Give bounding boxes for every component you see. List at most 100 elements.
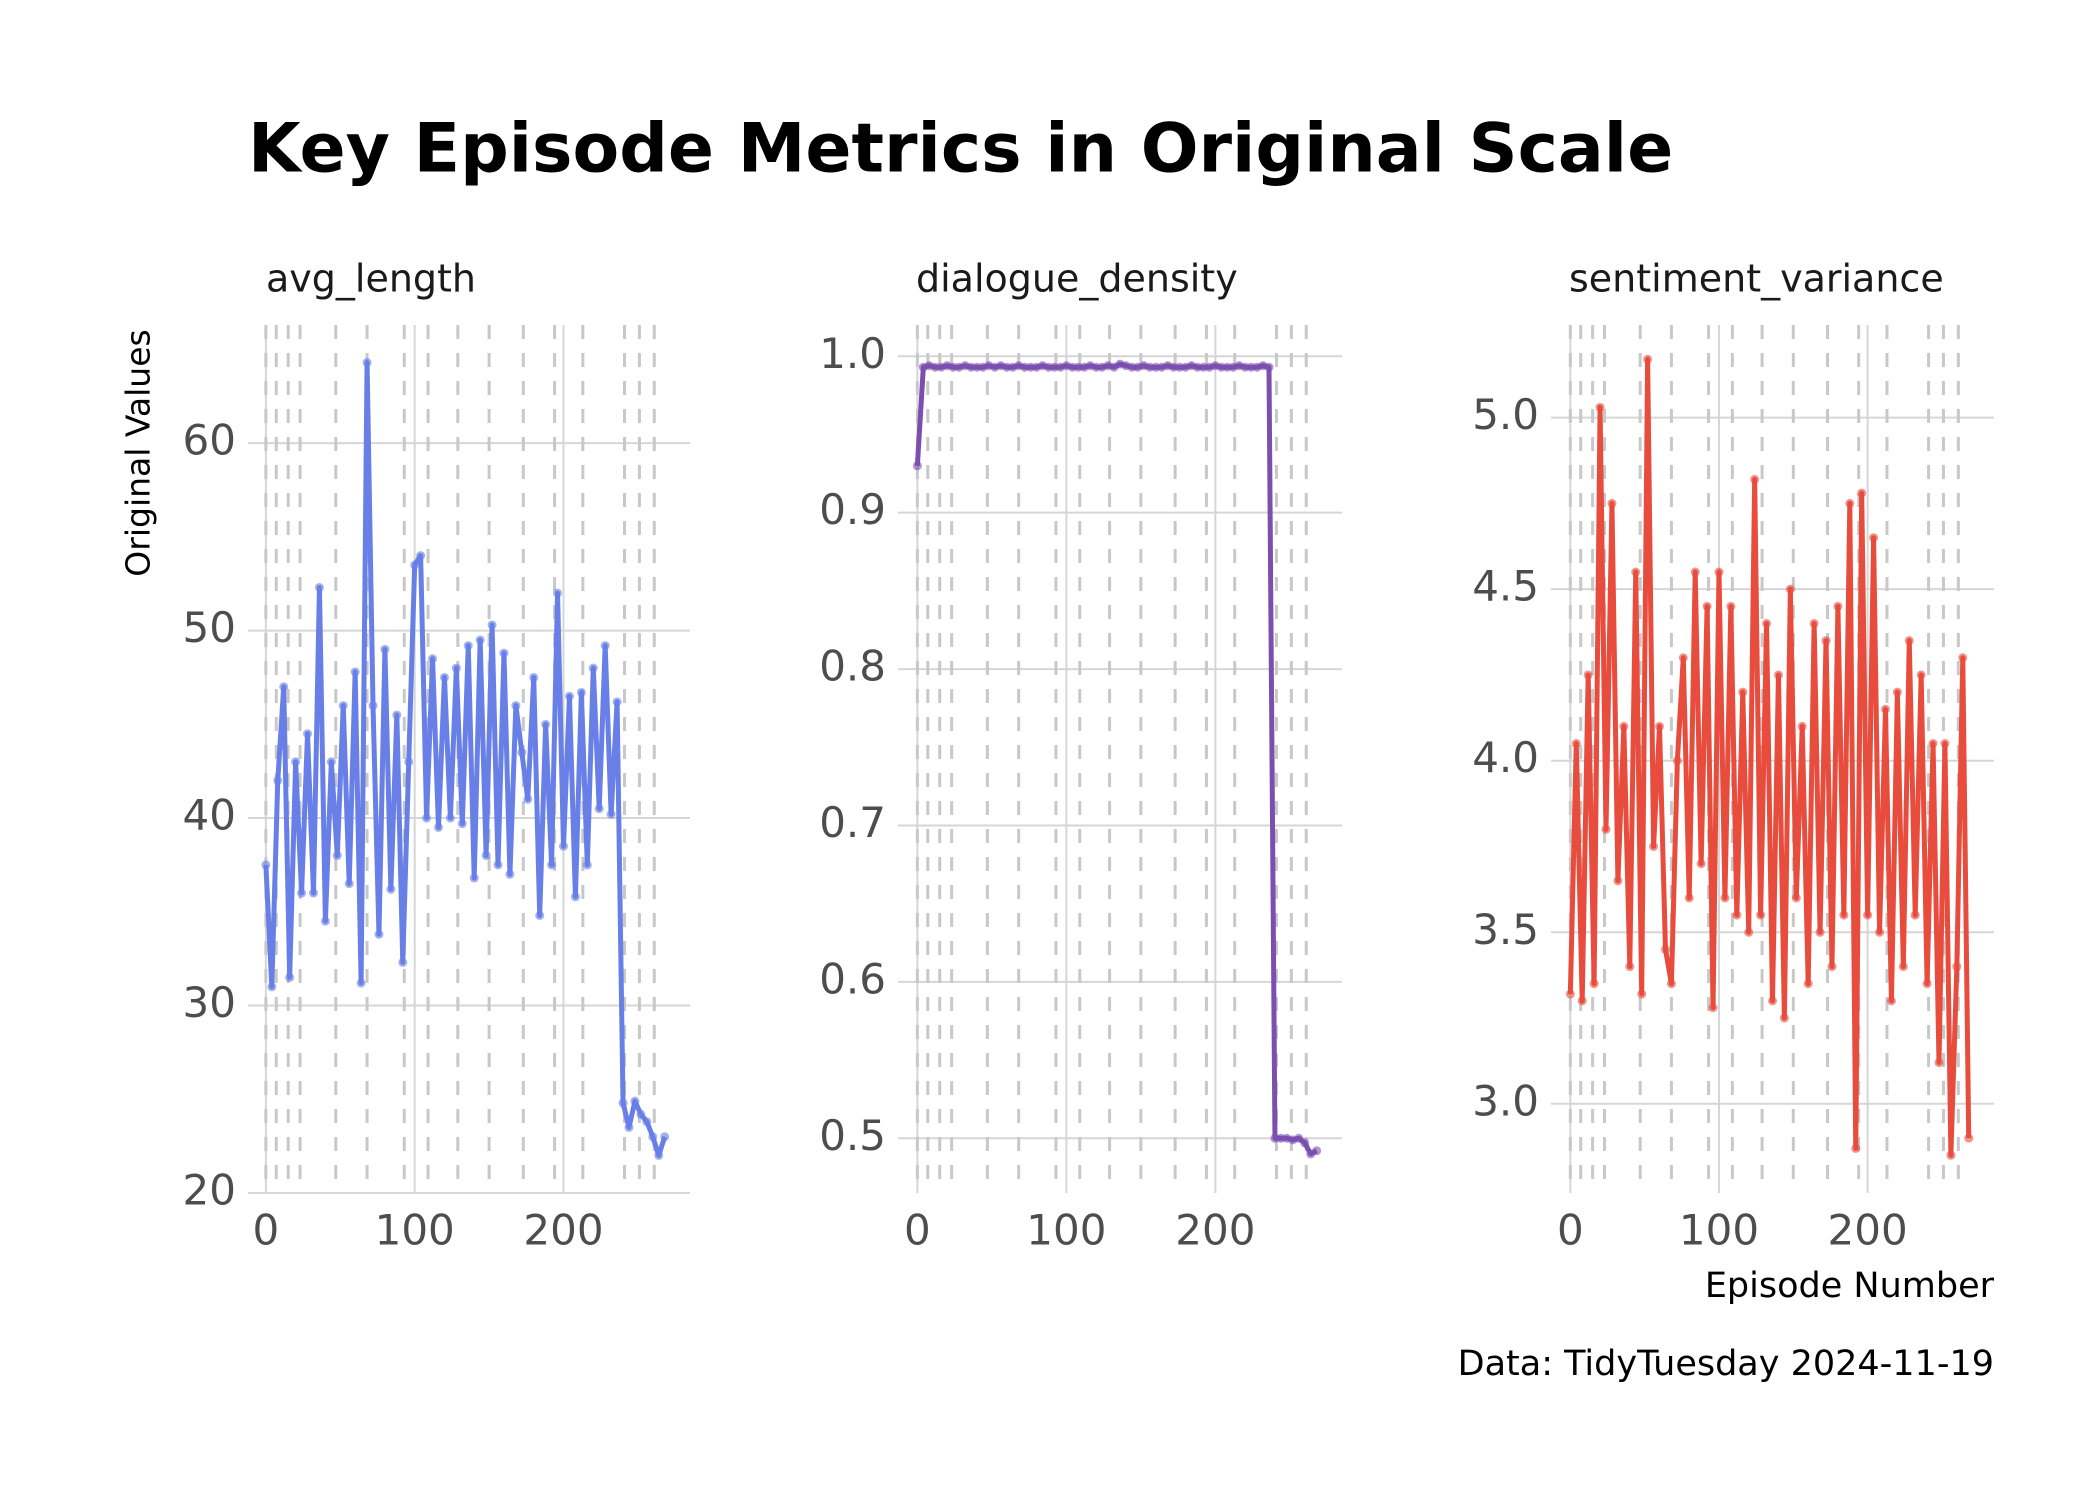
data-point	[612, 697, 622, 707]
data-point	[332, 851, 342, 861]
y-tick-label: 30	[183, 978, 236, 1027]
y-tick-label: 5.0	[1472, 390, 1539, 439]
data-point	[1964, 1133, 1974, 1143]
data-point	[1886, 996, 1896, 1006]
data-point	[445, 813, 455, 823]
data-point	[606, 809, 616, 819]
data-point	[1898, 962, 1908, 972]
data-point	[1803, 979, 1813, 989]
data-point	[576, 687, 586, 697]
y-tick-label: 0.7	[819, 798, 886, 847]
data-point	[648, 1132, 658, 1142]
data-point	[451, 663, 461, 673]
data-point	[1300, 1138, 1310, 1148]
facet-title: avg_length	[266, 257, 476, 301]
series-line	[263, 359, 668, 1159]
data-point	[416, 551, 426, 561]
data-point	[1946, 1150, 1956, 1160]
data-point	[1726, 601, 1736, 611]
data-point	[1863, 910, 1873, 920]
data-point	[320, 916, 330, 926]
data-point	[1922, 979, 1932, 989]
y-tick-label: 0.6	[819, 954, 886, 1003]
data-point	[630, 1096, 640, 1106]
data-point	[1928, 739, 1938, 749]
data-point	[1827, 962, 1837, 972]
data-point	[1934, 1058, 1944, 1068]
data-point	[273, 776, 283, 786]
data-point	[1940, 739, 1950, 749]
data-point	[439, 672, 449, 682]
data-point	[487, 620, 497, 630]
data-point	[1666, 979, 1676, 989]
data-point	[1577, 996, 1587, 1006]
y-tick-label: 40	[183, 791, 236, 840]
data-point	[1738, 687, 1748, 697]
data-point	[1875, 927, 1885, 937]
data-point	[505, 869, 515, 879]
data-point	[1565, 989, 1575, 999]
y-tick-label: 3.0	[1472, 1076, 1539, 1125]
data-point	[1708, 1003, 1718, 1013]
data-point	[1869, 533, 1879, 543]
data-point	[398, 957, 408, 967]
data-point	[1684, 893, 1694, 903]
data-point	[588, 663, 598, 673]
data-point	[1625, 962, 1635, 972]
data-point	[1583, 670, 1593, 680]
data-point	[1839, 910, 1849, 920]
data-point	[308, 888, 318, 898]
data-point	[493, 860, 503, 870]
data-point	[463, 641, 473, 651]
data-point	[1702, 601, 1712, 611]
data-point	[594, 804, 604, 814]
data-point	[1744, 927, 1754, 937]
y-tick-label: 1.0	[819, 329, 886, 378]
data-point	[1655, 721, 1665, 731]
data-point	[541, 719, 551, 729]
data-point	[368, 701, 378, 711]
data-point	[1595, 402, 1605, 412]
data-point	[1649, 841, 1659, 851]
data-point	[517, 747, 527, 757]
data-point	[1607, 498, 1617, 508]
data-point	[428, 654, 438, 664]
data-point	[1880, 704, 1890, 714]
data-point	[600, 641, 610, 651]
data-point	[1732, 910, 1742, 920]
data-point	[642, 1117, 652, 1127]
data-point	[481, 851, 491, 861]
data-point	[433, 822, 443, 832]
data-point	[1779, 1013, 1789, 1023]
data-point	[1589, 979, 1599, 989]
data-point	[1910, 910, 1920, 920]
data-point	[1696, 859, 1706, 869]
y-tick-label: 4.5	[1472, 562, 1539, 611]
data-point	[1857, 488, 1867, 498]
y-tick-label: 0.5	[819, 1111, 886, 1160]
data-point	[261, 860, 271, 870]
data-point	[570, 892, 580, 902]
data-point	[547, 860, 557, 870]
data-point	[1690, 567, 1700, 577]
data-point	[553, 588, 563, 598]
data-point	[1643, 354, 1653, 364]
data-point	[1672, 756, 1682, 766]
y-tick-label: 50	[183, 603, 236, 652]
data-point	[618, 1098, 628, 1108]
data-point	[1720, 893, 1730, 903]
data-point	[1952, 962, 1962, 972]
data-point	[1958, 653, 1968, 663]
data-point	[1797, 721, 1807, 731]
data-point	[356, 978, 366, 988]
data-point	[511, 701, 521, 711]
data-point	[1601, 824, 1611, 834]
data-point	[624, 1122, 634, 1132]
x-tick-label: 100	[1679, 1206, 1759, 1255]
data-point	[1264, 362, 1274, 372]
data-point	[1714, 567, 1724, 577]
data-point	[1756, 910, 1766, 920]
data-point	[1809, 618, 1819, 628]
data-point	[380, 644, 390, 654]
data-point	[285, 972, 295, 982]
